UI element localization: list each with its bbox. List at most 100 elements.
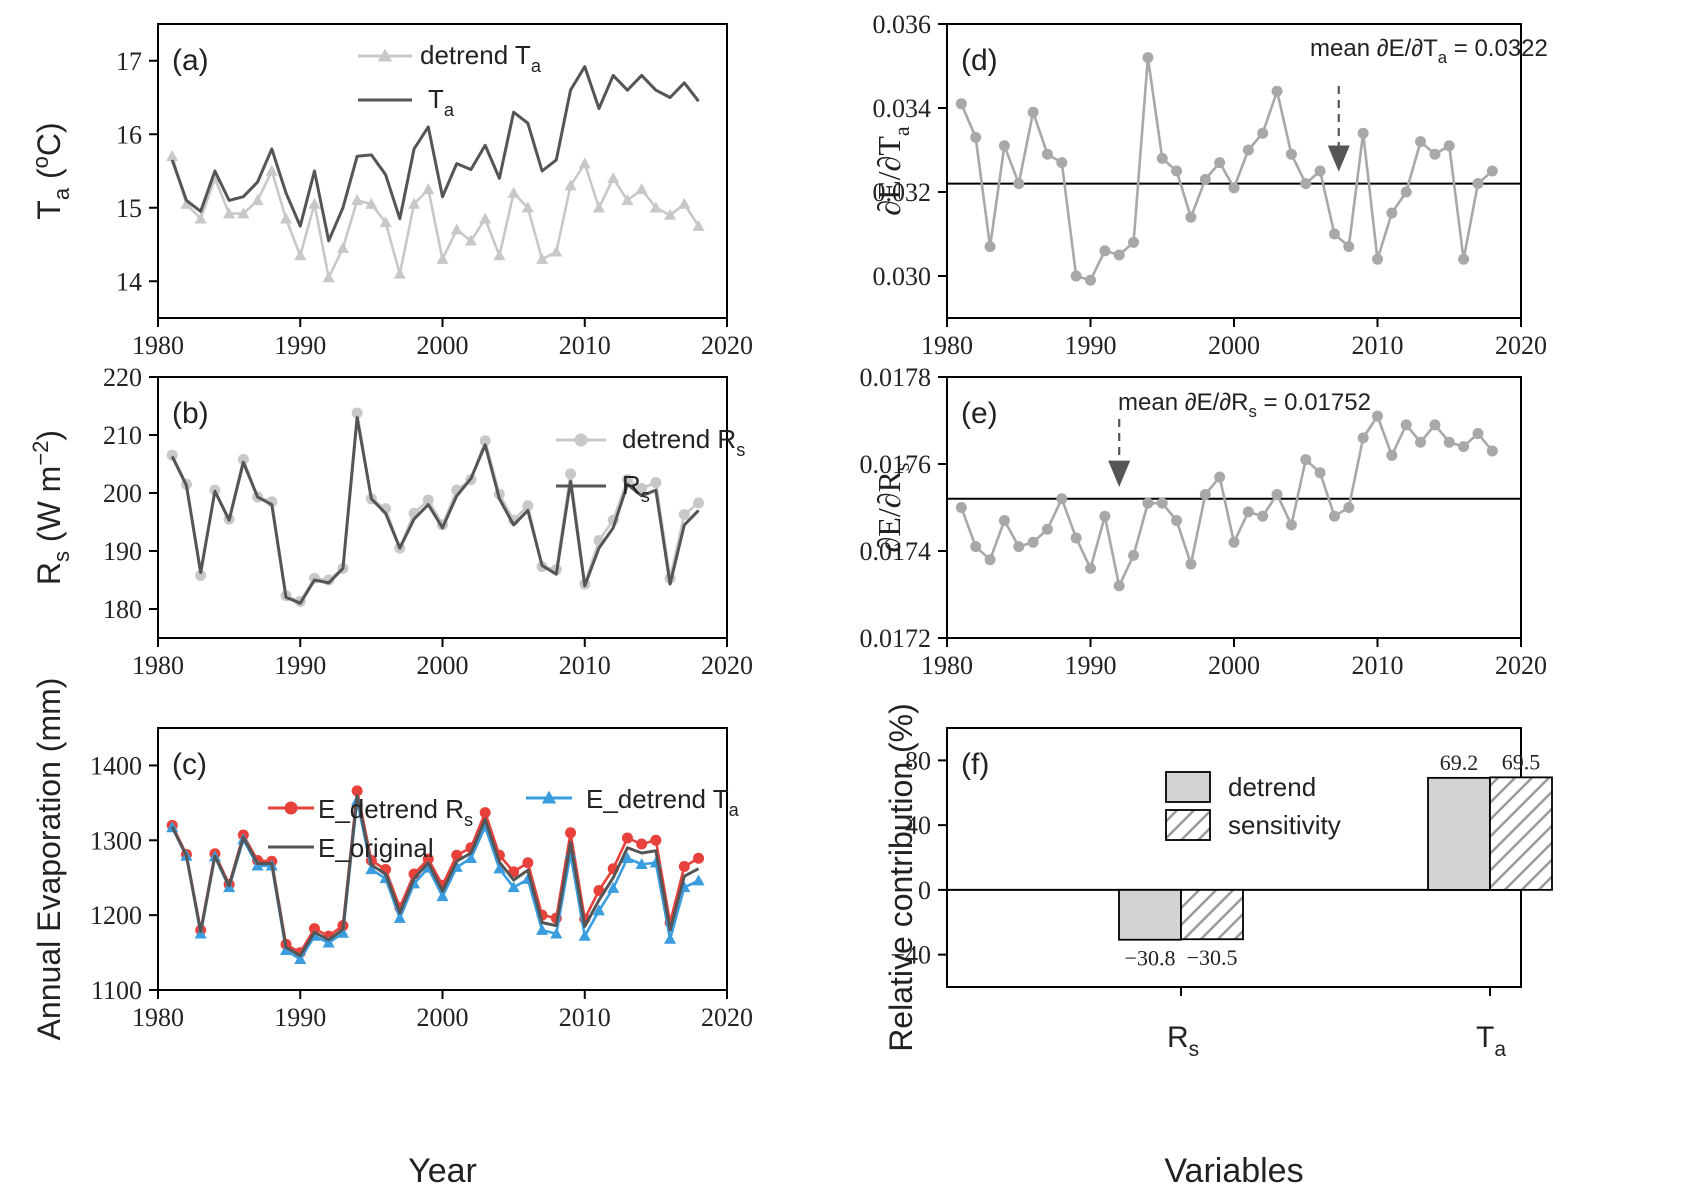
y-axis-label-main: ∂E/∂R bbox=[871, 470, 907, 552]
data-point bbox=[1429, 148, 1441, 160]
data-point bbox=[322, 936, 335, 948]
panel-label: (e) bbox=[961, 397, 998, 430]
data-point bbox=[479, 807, 491, 819]
y-tick-label: 0 bbox=[918, 876, 931, 905]
y-tick-label: 0.0176 bbox=[860, 450, 932, 479]
y-tick-label: 0.032 bbox=[873, 178, 932, 207]
y-tick-label: 0.0172 bbox=[860, 624, 932, 653]
data-point bbox=[507, 881, 520, 893]
legend-swatch bbox=[1165, 771, 1211, 803]
data-point bbox=[365, 197, 378, 209]
data-point bbox=[1443, 436, 1455, 448]
data-point bbox=[1328, 510, 1340, 522]
data-point bbox=[408, 197, 421, 209]
data-point bbox=[578, 929, 591, 941]
data-point bbox=[1056, 157, 1068, 169]
y-axis-label: ∂E/∂Ta bbox=[871, 126, 914, 216]
data-point bbox=[1343, 241, 1355, 253]
x-tick-label: 2020 bbox=[701, 331, 753, 360]
data-point bbox=[621, 474, 633, 486]
legend-label-sub: a bbox=[531, 56, 542, 76]
bar-detrend-0 bbox=[1118, 888, 1182, 941]
data-point bbox=[351, 194, 364, 206]
data-point bbox=[1386, 449, 1398, 461]
panel-label: (d) bbox=[961, 44, 998, 77]
data-point bbox=[1156, 497, 1168, 509]
data-point bbox=[1242, 506, 1254, 518]
data-point bbox=[1128, 236, 1140, 248]
y-tick-label: 16 bbox=[116, 120, 142, 149]
data-point bbox=[393, 911, 406, 923]
data-point bbox=[664, 932, 677, 944]
data-point bbox=[1027, 536, 1039, 548]
data-point bbox=[678, 860, 690, 872]
legend-label: E_detrend Ta bbox=[586, 784, 740, 820]
series-ers bbox=[955, 410, 1498, 592]
y-tick-label: 0.030 bbox=[873, 262, 932, 291]
data-point bbox=[1099, 245, 1111, 257]
data-point bbox=[664, 208, 677, 220]
data-point bbox=[1300, 454, 1312, 466]
data-point bbox=[294, 249, 307, 261]
data-point bbox=[1214, 471, 1226, 483]
data-point bbox=[1099, 510, 1111, 522]
legend-label-main: E_original bbox=[318, 833, 434, 863]
data-point bbox=[1027, 106, 1039, 118]
data-point bbox=[636, 482, 648, 494]
x-tick-label: 1990 bbox=[274, 651, 326, 680]
y-axis-label: Ta (oC) bbox=[28, 122, 74, 219]
series-line bbox=[170, 65, 700, 243]
x-tick-label: 2010 bbox=[1352, 331, 1404, 360]
data-point bbox=[464, 851, 477, 863]
x-tick-label: 2010 bbox=[559, 651, 611, 680]
panel-f: −40 0 40 80 Rs −30.8 −30.5 Ta 69.2 69.5 detrend sen… bbox=[883, 703, 1553, 1190]
data-point bbox=[1271, 488, 1283, 500]
legend-marker bbox=[284, 801, 298, 815]
data-point bbox=[279, 944, 293, 956]
x-tick-label: 2000 bbox=[417, 331, 469, 360]
mean-label-sub: a bbox=[1438, 48, 1448, 67]
panel-label: (c) bbox=[172, 748, 207, 781]
legend-label-main: E_detrend T bbox=[586, 784, 729, 814]
bar-sensitivity-1 bbox=[1489, 776, 1553, 891]
data-point bbox=[536, 923, 549, 935]
x-tick-label: 1980 bbox=[921, 651, 973, 680]
data-point bbox=[493, 862, 506, 874]
y-axis-label: Rs (W m−2) bbox=[28, 430, 74, 585]
data-point bbox=[692, 874, 705, 886]
category-label-main: T bbox=[1476, 1021, 1494, 1054]
data-point bbox=[1285, 148, 1297, 160]
data-point bbox=[351, 785, 363, 797]
data-point bbox=[1041, 148, 1053, 160]
legend-label-sub: s bbox=[464, 810, 473, 830]
panel-label: (f) bbox=[961, 748, 989, 781]
data-point bbox=[379, 216, 392, 228]
y-axis-label-main: Annual Evaporation (mm) bbox=[31, 678, 67, 1041]
y-axis-label-rest: ( bbox=[31, 168, 67, 188]
data-point bbox=[393, 267, 406, 279]
mean-label-main: mean ∂E/∂T bbox=[1310, 35, 1438, 62]
bar-sensitivity-0 bbox=[1180, 888, 1244, 941]
x-axis-label: Variables bbox=[1164, 1152, 1303, 1190]
x-tick-label: 1980 bbox=[132, 651, 184, 680]
data-point bbox=[955, 502, 967, 513]
data-point bbox=[649, 201, 662, 213]
bar-value-label: 69.5 bbox=[1502, 749, 1541, 774]
y-tick-label: 17 bbox=[116, 47, 142, 76]
data-point bbox=[607, 881, 620, 893]
x-tick-label: 1990 bbox=[1065, 651, 1117, 680]
data-point bbox=[1257, 510, 1269, 522]
category-label-main: R bbox=[1167, 1021, 1189, 1054]
data-point bbox=[436, 252, 449, 264]
data-point bbox=[1472, 428, 1484, 440]
x-axis-label: Year bbox=[408, 1152, 477, 1190]
y-tick-label: 40 bbox=[905, 811, 931, 840]
data-point bbox=[1142, 497, 1154, 509]
y-axis-label-sup: o bbox=[28, 156, 53, 168]
x-tick-label: 2010 bbox=[1352, 651, 1404, 680]
data-point bbox=[650, 477, 662, 489]
y-tick-label: 1300 bbox=[90, 826, 142, 855]
legend-label-main: R bbox=[622, 470, 641, 500]
category-label: Ta bbox=[1476, 1021, 1506, 1061]
